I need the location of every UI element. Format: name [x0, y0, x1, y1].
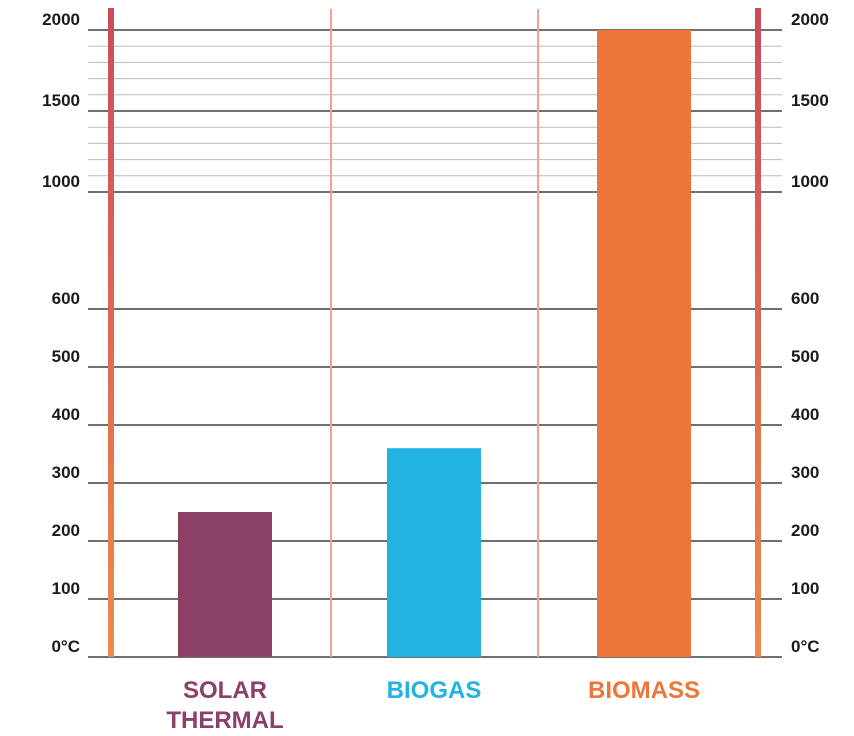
category-label: BIOMASS	[588, 677, 700, 704]
y-tick-label-left: 100	[52, 579, 80, 598]
y-tick-label-left: 600	[52, 289, 80, 308]
category-label: THERMAL	[166, 707, 283, 734]
y-tick-label-left: 0°C	[51, 637, 80, 656]
category-label: BIOGAS	[387, 677, 482, 704]
left-axis-labels: 0°C 100 200 300 400 500 600 1000 1500 2000	[42, 10, 80, 656]
y-tick-label-left: 200	[52, 521, 80, 540]
thermometer-bars	[108, 8, 761, 657]
y-tick-label-right: 300	[791, 463, 819, 482]
y-tick-label-right: 1500	[791, 91, 829, 110]
bars	[178, 30, 691, 657]
thermometer-bar	[755, 8, 761, 657]
y-tick-label-right: 200	[791, 521, 819, 540]
y-tick-label-right: 400	[791, 405, 819, 424]
y-tick-label-left: 2000	[42, 10, 80, 29]
bar	[597, 30, 691, 657]
y-tick-label-right: 1000	[791, 172, 829, 191]
category-label: SOLAR	[183, 677, 267, 704]
bar	[178, 512, 272, 657]
y-tick-label-left: 1500	[42, 91, 80, 110]
y-tick-label-right: 2000	[791, 10, 829, 29]
right-axis-labels: 0°C 100 200 300 400 500 600 1000 1500 2000	[791, 10, 829, 656]
category-labels: SOLAR THERMAL BIOGAS BIOMASS	[166, 677, 700, 734]
y-tick-label-right: 500	[791, 347, 819, 366]
bar	[387, 448, 481, 657]
thermometer-bar	[108, 8, 114, 657]
y-tick-label-left: 400	[52, 405, 80, 424]
y-tick-label-left: 500	[52, 347, 80, 366]
category-dividers	[330, 9, 539, 657]
y-tick-label-right: 0°C	[791, 637, 820, 656]
y-tick-label-left: 300	[52, 463, 80, 482]
y-tick-label-right: 600	[791, 289, 819, 308]
minor-gridlines	[88, 45, 782, 177]
y-tick-label-left: 1000	[42, 172, 80, 191]
y-tick-label-right: 100	[791, 579, 819, 598]
